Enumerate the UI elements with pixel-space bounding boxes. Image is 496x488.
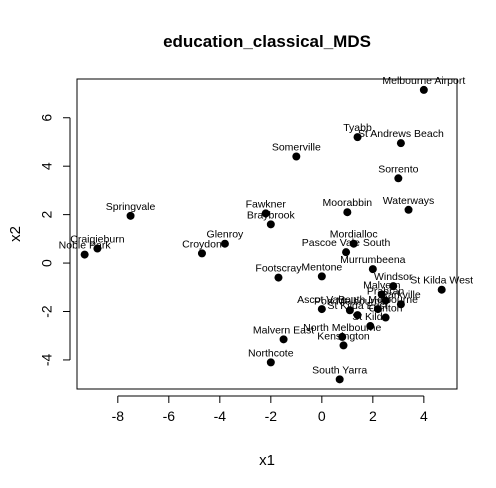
plot-frame	[76, 78, 458, 390]
data-point	[317, 272, 326, 281]
point-label: Northcote	[248, 347, 294, 359]
x-tick-label: -8	[112, 408, 125, 424]
y-tick-label: 4	[39, 162, 55, 170]
data-point	[404, 205, 413, 214]
data-point	[353, 133, 362, 142]
point-label: Parkville	[381, 289, 421, 301]
point-label: Tyabb	[343, 122, 372, 134]
x-tick-label: 0	[318, 408, 326, 424]
data-point	[368, 265, 377, 274]
y-tick-label: -2	[39, 305, 55, 318]
point-label: South Melbourne	[338, 294, 418, 306]
point-label: Sorrento	[378, 163, 418, 175]
point-label: Footscray	[255, 263, 302, 275]
point-label: Port Melbourne	[314, 295, 386, 307]
data-point	[266, 220, 275, 229]
point-label: St Andrews Beach	[358, 128, 444, 140]
x-tick-label: 4	[420, 408, 428, 424]
data-point	[366, 322, 375, 331]
point-label: St Kilda East	[327, 300, 387, 312]
data-point	[317, 305, 326, 314]
data-point	[292, 152, 301, 161]
data-point	[381, 313, 390, 322]
data-point	[339, 341, 348, 350]
data-point	[343, 208, 352, 217]
point-label: Kensington	[317, 330, 370, 342]
data-point	[353, 311, 362, 320]
y-tick-label: 6	[39, 114, 55, 122]
point-label: Braybrook	[247, 209, 296, 221]
y-axis-label: x2	[7, 226, 24, 242]
point-label: Pascoe Vale South	[302, 237, 391, 249]
x-tick-label: -6	[163, 408, 176, 424]
x-tick-label: -2	[265, 408, 278, 424]
point-label: Somerville	[272, 142, 321, 154]
point-label: St Kilda West	[410, 275, 473, 287]
point-label: Springvale	[106, 201, 156, 213]
data-point	[335, 375, 344, 384]
point-label: Windsor	[374, 271, 413, 283]
x-axis: -8 -6 -4 -2 0 2 4	[112, 395, 428, 424]
point-label: St Kilda	[352, 311, 388, 323]
point-label: Malvern East	[253, 324, 314, 336]
data-point	[381, 296, 390, 305]
point-label: Murrumbeena	[340, 254, 406, 266]
data-point	[345, 306, 354, 315]
y-tick-label: -4	[39, 354, 55, 367]
data-point	[396, 300, 405, 309]
point-label: Croydon	[182, 238, 222, 250]
point-label: North Melbourne	[303, 322, 381, 334]
data-point	[349, 239, 358, 248]
data-point	[396, 139, 405, 148]
data-point	[126, 211, 135, 220]
point-label: Prahran	[367, 286, 405, 298]
data-point	[220, 239, 229, 248]
point-label: Glenroy	[207, 229, 245, 241]
point-label: Waterways	[383, 195, 435, 207]
data-point	[93, 244, 102, 253]
data-point	[279, 335, 288, 344]
point-label: Fawkner	[246, 198, 287, 210]
y-tick-label: 0	[39, 259, 55, 267]
data-point	[389, 282, 398, 291]
data-point	[394, 174, 403, 183]
point-label: South Yarra	[312, 364, 367, 376]
point-label: Noble Park	[59, 240, 112, 252]
x-tick-label: -4	[214, 408, 227, 424]
data-point	[261, 209, 270, 218]
data-point	[338, 332, 347, 341]
point-label: Moorabbin	[323, 197, 373, 209]
x-tick-label: 2	[369, 408, 377, 424]
data-point	[274, 273, 283, 282]
data-point	[197, 249, 206, 258]
point-label: Melbourne Airport	[382, 75, 465, 87]
x-axis-label: x1	[259, 452, 275, 469]
y-tick-label: 2	[39, 211, 55, 219]
chart-title: education_classical_MDS	[163, 32, 371, 51]
data-point	[419, 85, 428, 94]
data-point	[437, 285, 446, 294]
point-label: Mentone	[301, 261, 342, 273]
point-label: Ascot Vale	[297, 294, 347, 306]
point-label: Carlton	[369, 303, 403, 315]
data-point	[342, 248, 351, 257]
y-axis: -4 -2 0 2 4 6	[39, 114, 71, 367]
data-point	[377, 290, 386, 299]
point-label: Mordialloc	[330, 229, 378, 241]
point-label: Malvern	[363, 280, 401, 292]
data-point	[373, 305, 382, 314]
data-point	[80, 250, 89, 259]
point-label: Craigieburn	[70, 234, 124, 246]
data-point	[266, 358, 275, 367]
